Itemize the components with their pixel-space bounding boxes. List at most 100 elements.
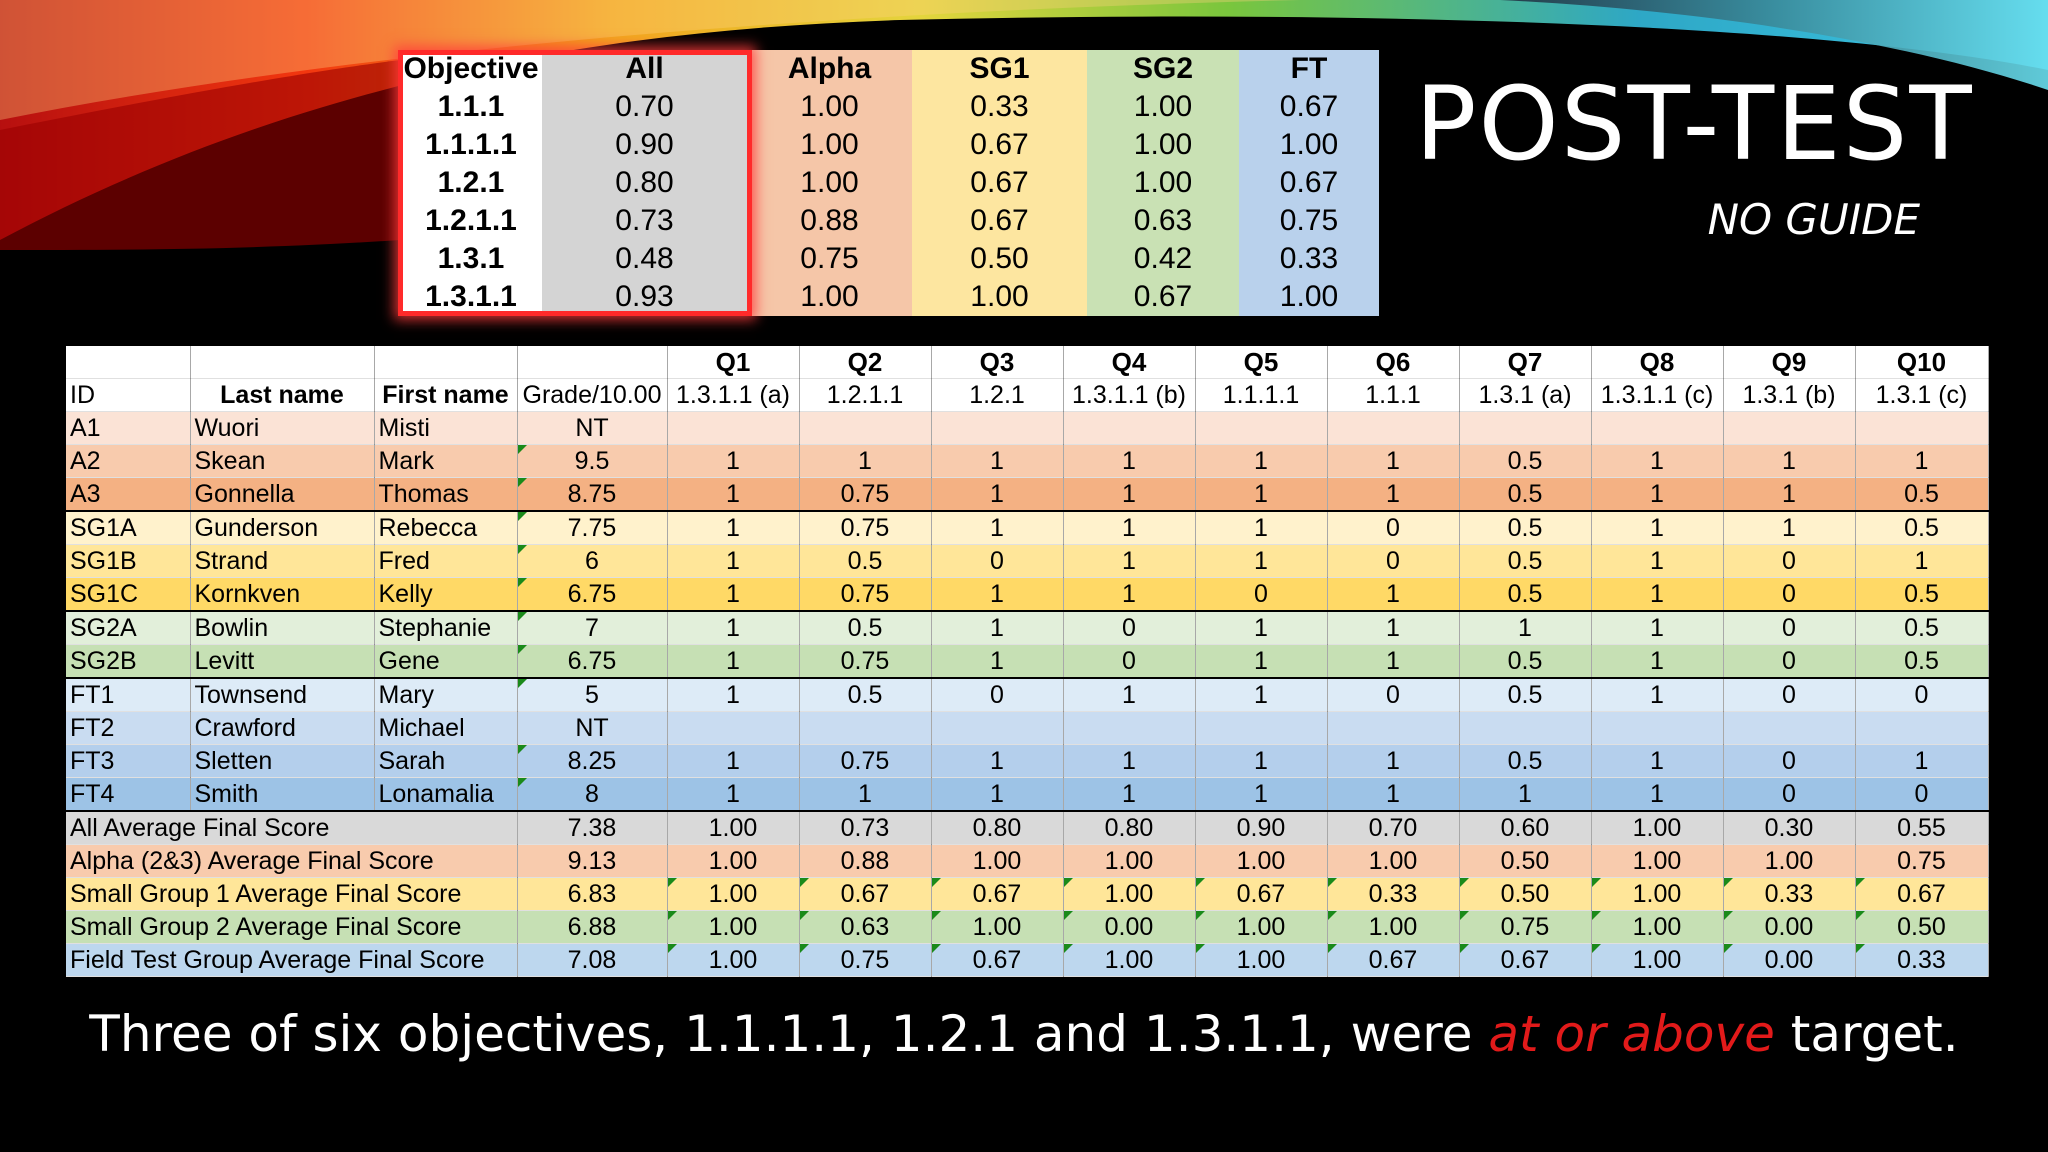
average-score: 1.00 (1063, 943, 1196, 977)
question-score: 0.5 (1459, 644, 1592, 679)
column-header: 1.3.1.1 (c) (1591, 378, 1724, 412)
average-score: 0.33 (1723, 877, 1856, 911)
question-score: 1 (931, 477, 1064, 512)
question-score: 0.5 (799, 544, 932, 578)
objective-cell-sg2: 1.00 (1087, 164, 1239, 202)
average-score: 1.00 (1063, 877, 1196, 911)
average-score: 0.63 (799, 910, 932, 944)
objective-cell-alpha: 0.88 (747, 202, 912, 240)
question-header: Q9 (1723, 346, 1856, 379)
objective-cell-sg2: 0.63 (1087, 202, 1239, 240)
question-score (1195, 711, 1328, 745)
student-grade: NT (517, 411, 668, 445)
question-score: 0.75 (799, 511, 932, 545)
student-first-name: Fred (374, 544, 518, 578)
objective-cell-sg2: 1.00 (1087, 88, 1239, 126)
student-row: FT1 Townsend Mary 5 1 0.5 0 1 1 0 0.5 1 0 0 (66, 678, 1989, 712)
question-score: 0 (1327, 544, 1460, 578)
student-id: SG2A (66, 611, 191, 645)
question-score: 1 (1327, 444, 1460, 478)
question-score: 0.5 (1459, 511, 1592, 545)
student-id: SG1A (66, 511, 191, 545)
average-score: 0.67 (1195, 877, 1328, 911)
average-score: 1.00 (1327, 910, 1460, 944)
question-header: Q8 (1591, 346, 1724, 379)
objective-cell-sg1: 0.67 (912, 126, 1087, 164)
question-score: 0 (1855, 678, 1989, 712)
average-score: 0.73 (799, 811, 932, 845)
caption-text-start: Three of six objectives, 1.1.1.1, 1.2.1 … (89, 1005, 1489, 1063)
student-grade: 9.5 (517, 444, 668, 478)
question-header: Q10 (1855, 346, 1989, 379)
student-id: FT1 (66, 678, 191, 712)
question-score: 1 (1063, 444, 1196, 478)
question-score: 0 (1723, 611, 1856, 645)
student-grade: NT (517, 711, 668, 745)
average-score: 1.00 (1195, 910, 1328, 944)
question-score: 1 (931, 777, 1064, 812)
question-score: 1 (1723, 477, 1856, 512)
question-score (1855, 711, 1989, 745)
average-score: 0.30 (1723, 811, 1856, 845)
average-score: 0.55 (1855, 811, 1989, 845)
question-header-row: Q1 Q2 Q3 Q4 Q5 Q6 Q7 Q8 Q9 Q10 (66, 346, 1989, 379)
header-sg1: SG1 (912, 50, 1087, 88)
question-score: 1 (1591, 577, 1724, 612)
question-score: 1 (1063, 477, 1196, 512)
student-id: SG1C (66, 577, 191, 612)
question-header: Q2 (799, 346, 932, 379)
student-first-name: Mary (374, 678, 518, 712)
student-row: FT3 Sletten Sarah 8.25 1 0.75 1 1 1 1 0.5 1 0 1 (66, 744, 1989, 778)
question-score: 1 (667, 444, 800, 478)
objective-row: 1.1.1 0.70 1.00 0.33 1.00 0.67 (400, 88, 1379, 126)
student-id: A1 (66, 411, 191, 445)
question-score: 1 (799, 777, 932, 812)
objective-summary-table: Objective All Alpha SG1 SG2 FT 1.1.1 0.70… (400, 50, 1379, 316)
question-score: 1 (1723, 444, 1856, 478)
objective-cell-alpha: 1.00 (747, 278, 912, 316)
average-row: All Average Final Score 7.38 1.00 0.73 0.80 0… (66, 811, 1989, 845)
objective-row: 1.2.1.1 0.73 0.88 0.67 0.63 0.75 (400, 202, 1379, 240)
student-id: SG1B (66, 544, 191, 578)
question-score: 0 (1063, 611, 1196, 645)
student-last-name: Smith (190, 777, 375, 812)
student-grade: 7.75 (517, 511, 668, 545)
average-row: Field Test Group Average Final Score 7.08… (66, 943, 1989, 977)
question-header: Q4 (1063, 346, 1196, 379)
objective-cell-alpha: 1.00 (747, 126, 912, 164)
student-first-name: Stephanie (374, 611, 518, 645)
student-last-name: Kornkven (190, 577, 375, 612)
student-grade: 6 (517, 544, 668, 578)
average-score: 0.75 (1855, 844, 1989, 878)
question-score: 1 (1063, 744, 1196, 778)
average-score: 1.00 (1591, 844, 1724, 878)
question-score: 0.5 (1855, 644, 1989, 679)
question-score: 0 (1327, 511, 1460, 545)
column-header: Grade/10.00 (517, 378, 668, 412)
caption-highlight: at or above (1488, 1005, 1775, 1063)
question-score: 1 (1459, 611, 1592, 645)
question-score: 1 (1063, 777, 1196, 812)
student-row: SG1B Strand Fred 6 1 0.5 0 1 1 0 0.5 1 0 1 (66, 544, 1989, 578)
average-score: 1.00 (1591, 910, 1724, 944)
average-score: 1.00 (931, 844, 1064, 878)
column-header: Last name (190, 378, 375, 412)
question-header: Q3 (931, 346, 1064, 379)
slide-subtitle: NO GUIDE (1707, 195, 1920, 244)
question-score: 1 (667, 511, 800, 545)
question-score: 1 (1855, 544, 1989, 578)
student-id: SG2B (66, 644, 191, 679)
average-score: 0.00 (1063, 910, 1196, 944)
question-score: 1 (667, 678, 800, 712)
average-label: All Average Final Score (66, 811, 518, 845)
column-header: ID (66, 378, 191, 412)
question-score: 1 (931, 444, 1064, 478)
question-score: 0.5 (799, 611, 932, 645)
column-header: 1.3.1 (b) (1723, 378, 1856, 412)
average-grade: 7.08 (517, 943, 668, 977)
average-score: 0.67 (931, 877, 1064, 911)
average-score: 0.88 (799, 844, 932, 878)
question-score: 0 (931, 544, 1064, 578)
objective-cell-ft: 0.67 (1239, 88, 1379, 126)
question-score: 1 (1591, 777, 1724, 812)
